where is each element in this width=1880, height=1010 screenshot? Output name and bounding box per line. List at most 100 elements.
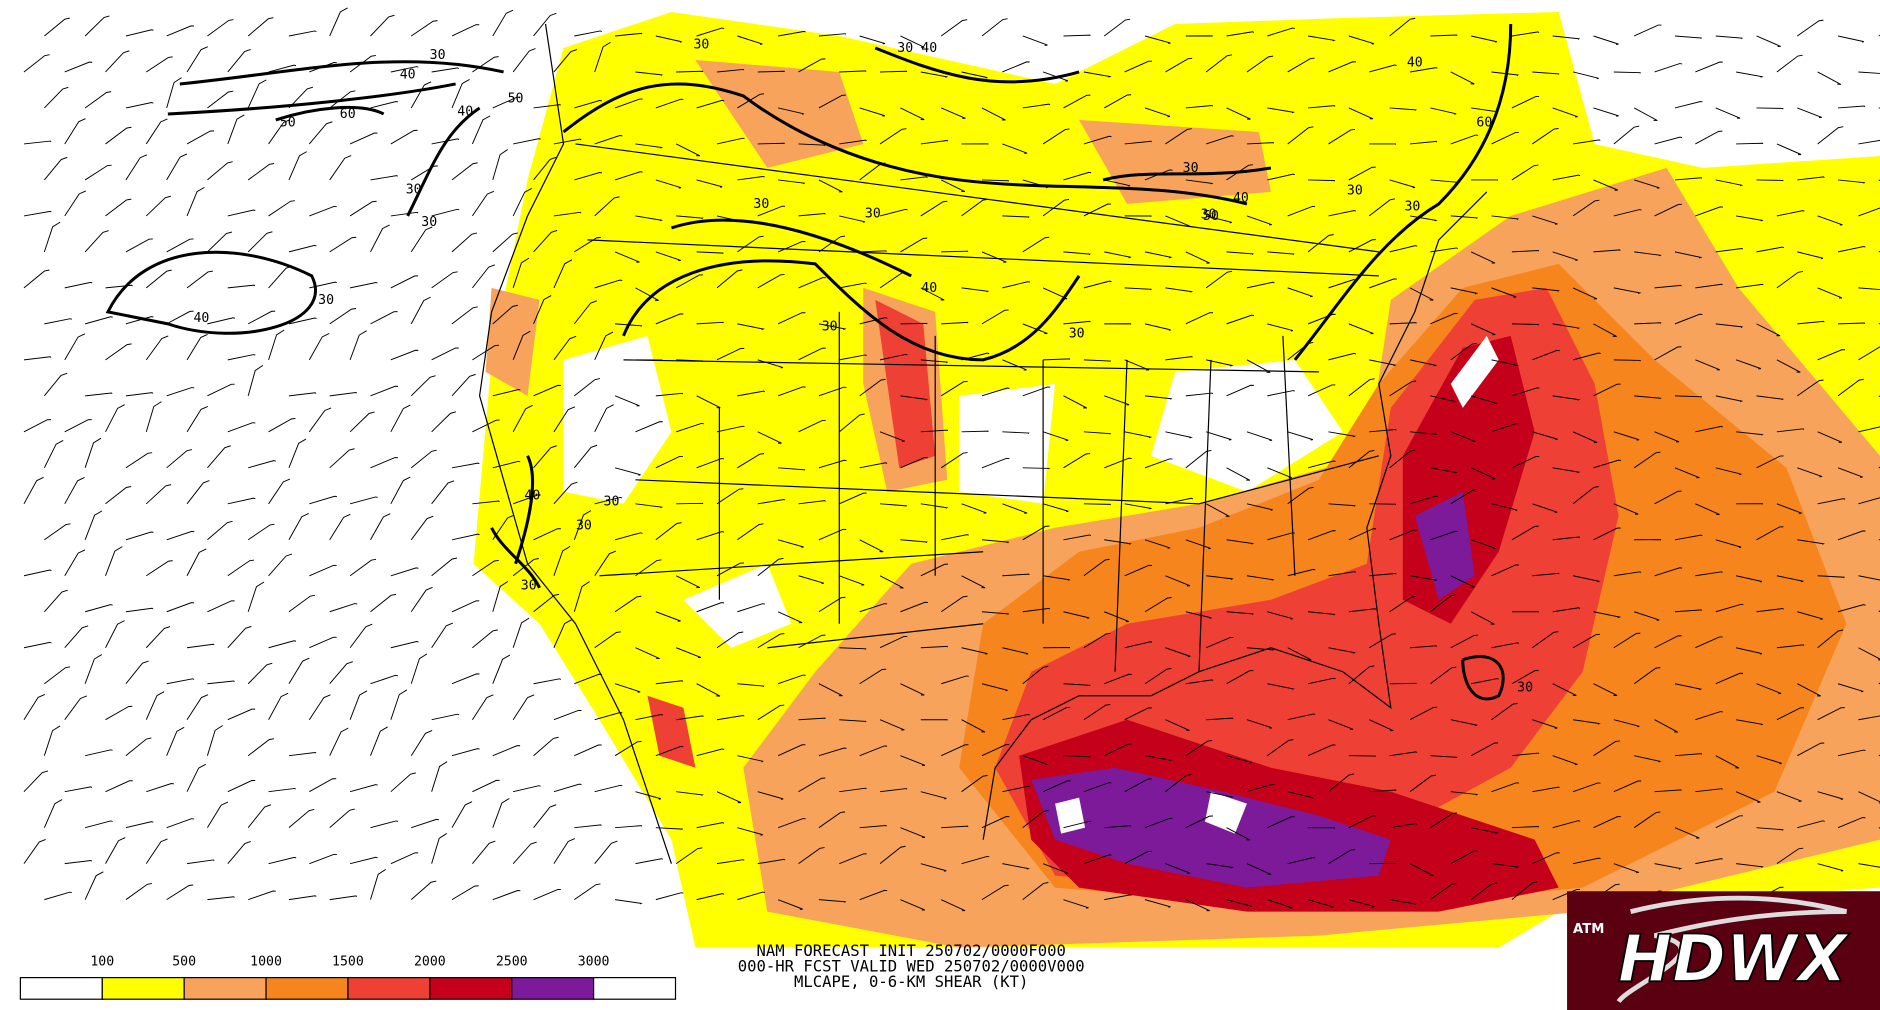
wind-barb: [145, 838, 168, 864]
wind-barb: [1817, 215, 1843, 226]
wind-barb: [1430, 883, 1457, 901]
wind-barb: [288, 151, 307, 181]
wind-barb: [1104, 251, 1132, 259]
wind-barb: [1511, 323, 1539, 326]
wind-barb: [1267, 467, 1292, 479]
wind-barb: [1450, 71, 1475, 85]
header-line: 000-HR FCST VALID WED 250702/0000V000: [738, 958, 1085, 976]
wind-barb: [1858, 791, 1880, 804]
wind-barb: [84, 654, 103, 684]
wind-barb: [940, 380, 968, 397]
wind-barb: [981, 251, 1007, 263]
wind-barb: [920, 563, 949, 577]
wind-barb: [1246, 55, 1274, 73]
wind-barb: [207, 520, 233, 541]
wind-barb: [1389, 823, 1418, 829]
wind-barb: [1083, 280, 1112, 289]
wind-barb: [370, 726, 388, 756]
wind-barb: [1369, 64, 1397, 73]
wind-barb: [125, 883, 152, 901]
wind-barb: [186, 694, 209, 720]
colorbar-tick-label: 100: [90, 955, 114, 970]
wind-barb: [1389, 682, 1417, 685]
wind-barb: [594, 331, 614, 361]
wind-barb: [1043, 575, 1071, 581]
wind-barb: [1695, 711, 1723, 721]
wind-barb: [818, 899, 847, 903]
wind-barb: [798, 277, 826, 289]
wind-barb: [940, 452, 968, 469]
wind-barb: [1817, 629, 1844, 649]
wind-barb: [85, 749, 113, 757]
wind-barb: [329, 603, 358, 613]
wind-barb: [757, 273, 785, 289]
wind-barb: [778, 30, 806, 37]
wind-barb: [941, 534, 969, 541]
wind-barb: [513, 138, 541, 145]
wind-barb: [247, 662, 273, 685]
wind-barb: [676, 715, 704, 721]
wind-barb: [105, 486, 132, 505]
wind-barb: [1348, 899, 1375, 908]
wind-barb: [798, 575, 824, 585]
wind-barb: [1226, 539, 1255, 545]
wind-barb: [1471, 395, 1497, 405]
wind-barb: [1837, 530, 1866, 541]
wind-barb: [451, 232, 478, 253]
wind-barb: [900, 457, 928, 469]
wind-barb: [1022, 386, 1051, 397]
wind-barb: [1083, 135, 1112, 145]
wind-barb: [1511, 164, 1539, 181]
wind-barb: [1246, 431, 1273, 442]
wind-barb: [492, 460, 521, 469]
wind-barb: [859, 539, 884, 553]
wind-barb: [390, 476, 411, 505]
wind-barb: [1042, 707, 1071, 721]
wind-barb: [574, 883, 601, 901]
wind-barb: [574, 30, 602, 37]
wind-barb: [472, 779, 500, 793]
wind-barb: [1756, 455, 1784, 469]
wind-barb: [1104, 395, 1130, 406]
wind-barb: [1796, 379, 1824, 397]
wind-barb: [471, 115, 491, 145]
wind-barb: [1430, 812, 1457, 829]
wind-barb: [1430, 530, 1458, 541]
wind-barb: [1776, 847, 1804, 865]
wind-barb: [84, 604, 113, 613]
wind-barb: [757, 205, 786, 217]
wind-barb: [1797, 251, 1824, 260]
wind-barb: [1715, 395, 1744, 403]
wind-barb: [349, 200, 377, 217]
wind-barb: [145, 195, 171, 217]
wind-barb: [737, 755, 764, 763]
wind-barb: [492, 9, 514, 37]
wind-barb: [961, 775, 988, 793]
wind-barb: [1022, 810, 1049, 829]
wind-barb: [1002, 503, 1028, 514]
wind-barb: [798, 213, 826, 217]
wind-barb: [309, 853, 337, 865]
wind-barb: [207, 161, 233, 181]
wind-barb: [390, 641, 419, 649]
wind-barb: [1654, 136, 1683, 145]
wind-barb: [859, 603, 888, 613]
wind-barb: [431, 208, 460, 217]
wind-barb: [207, 600, 235, 613]
wind-barb: [818, 596, 846, 613]
wind-barb: [716, 859, 745, 865]
wind-barb: [1471, 35, 1498, 43]
wind-barb: [166, 884, 194, 901]
wind-barb: [390, 689, 408, 720]
logo: ATM HDWX: [1567, 891, 1880, 1010]
wind-barb: [268, 692, 289, 720]
wind-barb: [1104, 179, 1131, 187]
wind-barb: [44, 523, 71, 541]
wind-barb: [1206, 215, 1232, 224]
wind-barb: [329, 808, 355, 829]
wind-barb: [410, 81, 432, 109]
wind-barb: [64, 860, 93, 865]
wind-barb: [1572, 139, 1601, 145]
wind-barb: [961, 855, 990, 865]
wind-barb: [1654, 284, 1682, 289]
